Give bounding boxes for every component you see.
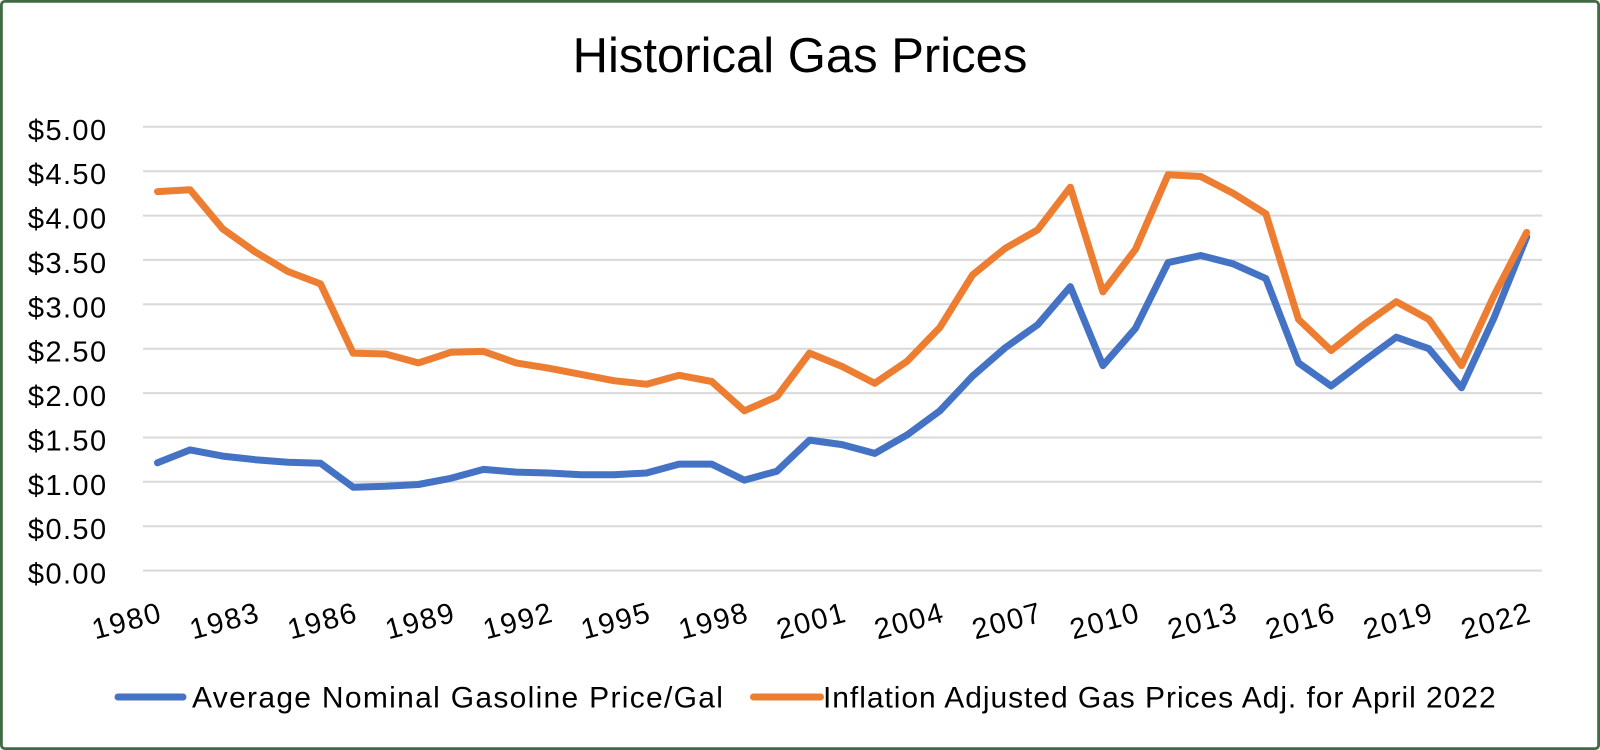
svg-text:$3.00: $3.00	[28, 292, 108, 324]
svg-text:$3.50: $3.50	[28, 248, 108, 280]
svg-text:$2.00: $2.00	[28, 381, 108, 413]
svg-text:Average Nominal Gasoline Price: Average Nominal Gasoline Price/Gal	[192, 682, 724, 715]
svg-text:$0.00: $0.00	[28, 559, 108, 591]
svg-text:$4.50: $4.50	[28, 159, 108, 191]
svg-text:$0.50: $0.50	[28, 514, 108, 546]
svg-text:$1.50: $1.50	[28, 426, 108, 458]
svg-text:Historical Gas Prices: Historical Gas Prices	[573, 29, 1028, 83]
svg-text:$4.00: $4.00	[28, 204, 108, 236]
svg-text:$5.00: $5.00	[28, 115, 108, 147]
svg-text:Inflation Adjusted Gas Prices: Inflation Adjusted Gas Prices Adj. for A…	[823, 682, 1497, 715]
svg-text:$1.00: $1.00	[28, 470, 108, 502]
svg-text:$2.50: $2.50	[28, 337, 108, 369]
